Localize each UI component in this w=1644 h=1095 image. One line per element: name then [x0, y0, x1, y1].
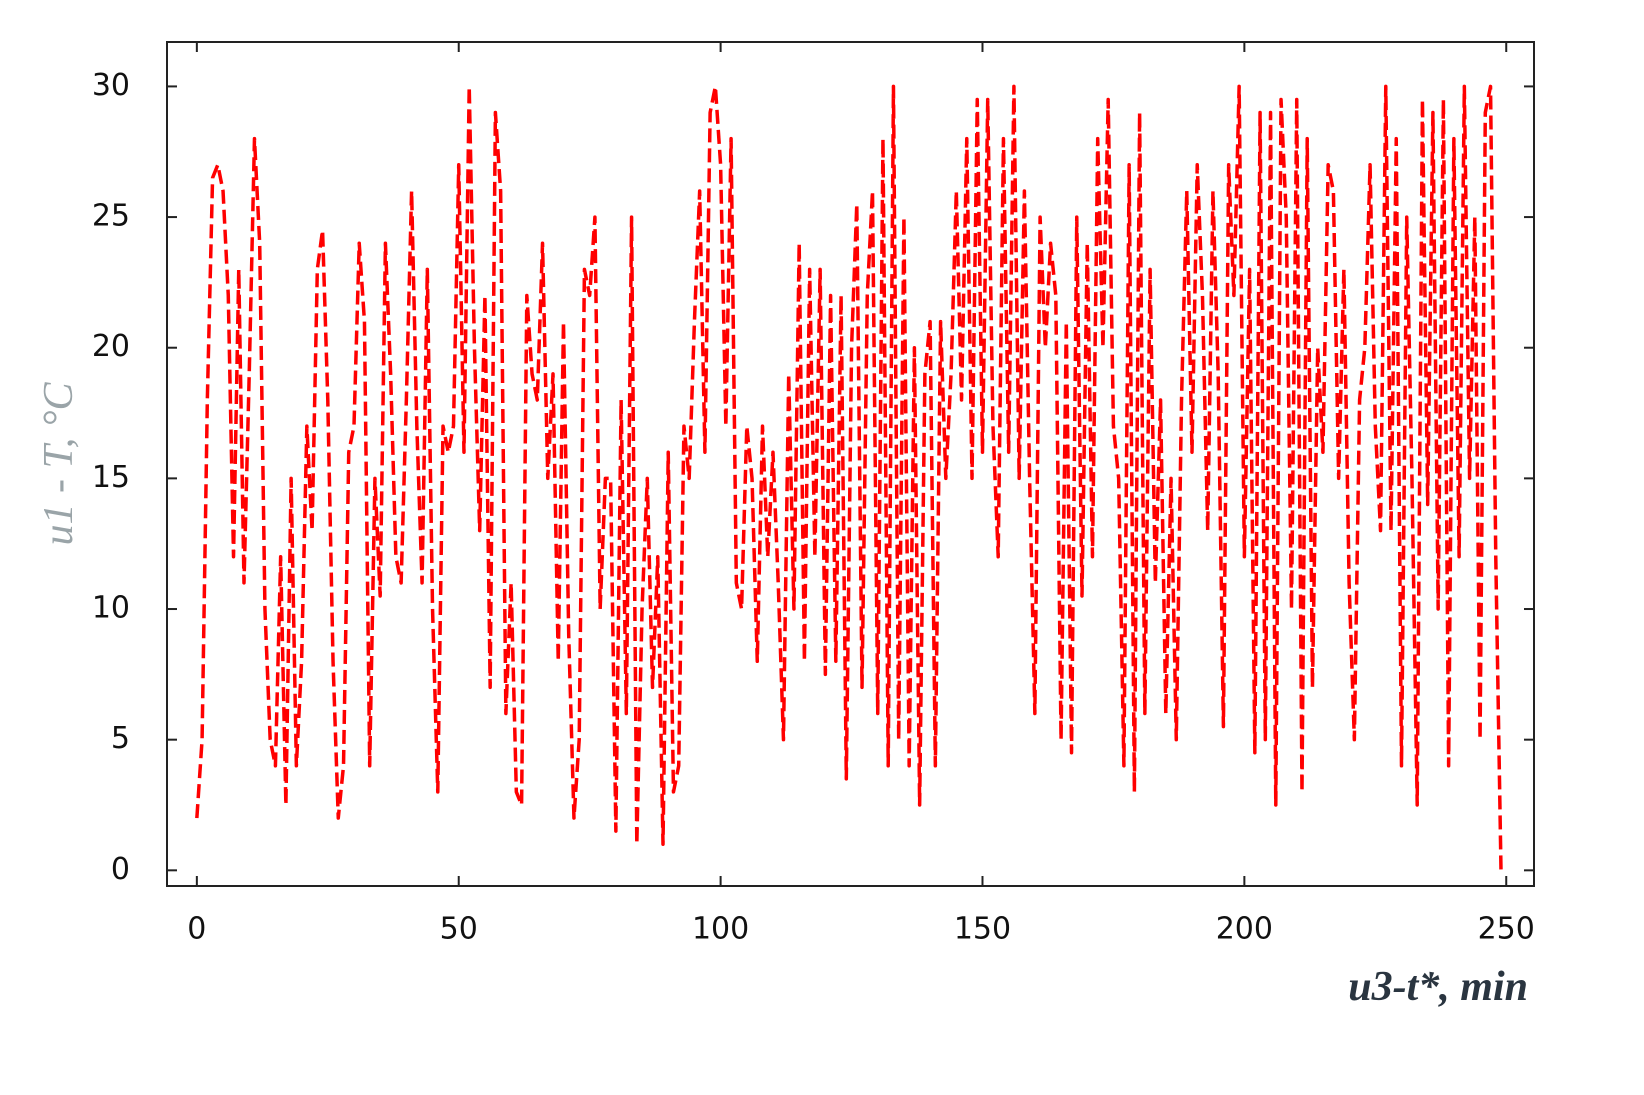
y-tick-label: 10 — [92, 591, 130, 626]
x-tick-label: 100 — [692, 912, 749, 947]
plot-frame — [166, 41, 1535, 887]
y-tick-label: 20 — [92, 329, 130, 364]
y-tick-label: 5 — [111, 721, 130, 756]
x-axis-label: u3-t*, min — [1348, 964, 1528, 1010]
y-tick-label: 25 — [92, 199, 130, 234]
x-tick-label: 0 — [187, 912, 206, 947]
x-tick-label: 200 — [1216, 912, 1273, 947]
x-tick-label: 250 — [1478, 912, 1535, 947]
y-tick-label: 0 — [111, 852, 130, 887]
y-tick-label: 15 — [92, 460, 130, 495]
x-tick-label: 50 — [440, 912, 478, 947]
y-tick-label: 30 — [92, 68, 130, 103]
y-axis-label: u1 - T, °C — [36, 382, 82, 546]
x-tick-label: 150 — [954, 912, 1011, 947]
data-line — [195, 84, 1503, 871]
